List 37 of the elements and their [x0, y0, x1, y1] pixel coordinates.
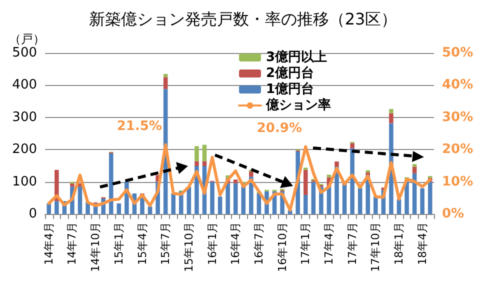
- legend-label: 2億円台: [266, 65, 314, 81]
- x-tick-label: 15年1月: [112, 222, 126, 265]
- y-tick-label: 300: [12, 110, 37, 125]
- x-tick-label: 15年10月: [182, 222, 196, 272]
- y-tick-label: 400: [12, 78, 37, 93]
- y-tick-label: 200: [12, 142, 37, 158]
- y2-tick-label: 30%: [442, 110, 474, 125]
- x-tick-label: 16年1月: [206, 222, 219, 265]
- y2-tick-label: 20%: [442, 142, 474, 158]
- x-tick-label: 16年10月: [276, 222, 289, 272]
- y-axis-title: （戸）: [9, 32, 45, 46]
- x-tick-label: 16年7月: [252, 222, 266, 265]
- x-tick-label: 14年10月: [89, 222, 102, 272]
- y-tick-label: 500: [12, 46, 37, 60]
- legend-label: 億ション率: [265, 97, 331, 113]
- x-tick-label: 14年4月: [42, 222, 56, 265]
- y2-tick-label: 50%: [442, 46, 474, 60]
- x-tick-label: 14年7月: [66, 222, 79, 265]
- legend-label: 1億円台: [266, 81, 314, 97]
- x-tick-label: 18年1月: [392, 222, 406, 265]
- x-tick-label: 16年4月: [229, 222, 242, 265]
- legend-label: 3億円以上: [266, 49, 328, 65]
- y2-tick-label: 0%: [442, 206, 464, 222]
- y2-tick-label: 10%: [442, 174, 474, 190]
- annotation: 20.9%: [256, 121, 302, 136]
- x-tick-label: 15年7月: [159, 222, 172, 265]
- x-tick-label: 17年10月: [369, 222, 382, 272]
- x-tick-label: 17年4月: [322, 222, 336, 265]
- y-tick-label: 0: [28, 206, 37, 222]
- annotation: 21.5%: [116, 119, 162, 134]
- x-tick-label: 18年4月: [416, 222, 429, 265]
- y2-tick-label: 40%: [442, 78, 474, 93]
- y-tick-label: 100: [12, 174, 37, 190]
- x-tick-label: 17年1月: [299, 222, 312, 265]
- chart-title: 新築億ション発売戸数・率の推移（23区）: [88, 10, 398, 28]
- x-tick-label: 17年7月: [346, 222, 359, 265]
- x-tick-label: 15年4月: [136, 222, 149, 265]
